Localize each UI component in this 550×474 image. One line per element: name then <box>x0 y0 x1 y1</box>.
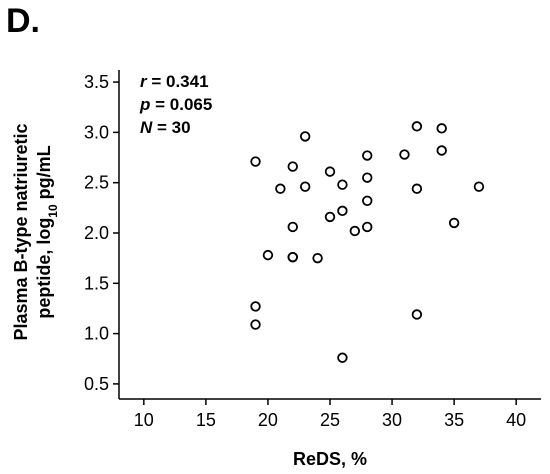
data-point <box>324 211 336 223</box>
x-tick-label: 10 <box>134 410 154 430</box>
panel-label: D. <box>6 2 40 40</box>
x-tick-label: 30 <box>382 410 402 430</box>
data-point <box>250 301 261 312</box>
data-point <box>436 123 447 134</box>
data-point <box>312 252 323 264</box>
data-point <box>324 166 336 177</box>
y-axis-title-subscript: 10 <box>46 204 60 218</box>
y-tick-label: 1.5 <box>84 273 109 293</box>
data-point <box>349 225 361 237</box>
x-tick-label: 25 <box>320 410 340 430</box>
p-label: p <box>139 95 150 114</box>
data-point <box>411 121 423 132</box>
y-tick-label: 1.0 <box>84 324 109 344</box>
y-tick-label: 2.0 <box>84 223 109 243</box>
data-point <box>287 161 298 172</box>
p-annotation: p = 0.065 <box>139 95 212 114</box>
data-point <box>436 145 447 156</box>
n-value: = 30 <box>152 118 190 137</box>
r-value: = 0.341 <box>147 72 209 91</box>
y-axis-title-prefix: peptide, log <box>34 218 54 319</box>
data-point <box>337 352 348 363</box>
y-tick-label: 0.5 <box>84 374 109 394</box>
r-label: r <box>140 72 148 91</box>
data-point <box>411 183 423 194</box>
stats-annotation: r = 0.341 p = 0.065 N = 30 <box>139 72 212 137</box>
data-point <box>362 150 373 161</box>
x-axis-title: ReDS, % <box>293 449 367 469</box>
y-tick-label: 2.5 <box>84 173 109 193</box>
y-axis-title: Plasma B-type natriuretic peptide, log10… <box>11 123 60 340</box>
data-point <box>399 149 410 160</box>
y-axis-title-line2: peptide, log10 pg/mL <box>34 145 60 318</box>
y-tick-label: 3.0 <box>84 122 109 142</box>
data-point <box>448 217 460 229</box>
n-label: N <box>140 118 153 137</box>
data-point <box>362 195 373 206</box>
data-point <box>250 319 261 330</box>
data-point <box>337 205 348 217</box>
data-point <box>250 156 261 167</box>
r-annotation: r = 0.341 <box>140 72 209 91</box>
p-value: = 0.065 <box>150 95 212 114</box>
data-points <box>250 121 485 363</box>
y-axis-title-line1: Plasma B-type natriuretic <box>11 123 31 340</box>
x-tick-label: 15 <box>196 410 216 430</box>
x-tick-label: 20 <box>258 410 278 430</box>
y-ticks: 0.5 1.0 1.5 2.0 2.5 3.0 3.5 <box>84 72 119 394</box>
n-annotation: N = 30 <box>140 118 191 137</box>
y-tick-label: 3.5 <box>84 72 109 92</box>
data-point <box>411 309 423 320</box>
data-point <box>262 249 274 261</box>
data-point <box>473 181 485 192</box>
data-point <box>362 221 373 233</box>
x-ticks: 10 15 20 25 30 35 40 <box>134 399 526 430</box>
data-point <box>275 183 286 194</box>
x-tick-label: 35 <box>444 410 464 430</box>
data-point <box>287 251 298 263</box>
x-tick-label: 40 <box>506 410 526 430</box>
data-point <box>362 172 373 183</box>
y-axis-title-suffix: pg/mL <box>34 145 54 204</box>
data-point <box>299 131 311 142</box>
data-point <box>337 179 348 190</box>
data-point <box>287 221 298 233</box>
data-point <box>299 181 311 192</box>
